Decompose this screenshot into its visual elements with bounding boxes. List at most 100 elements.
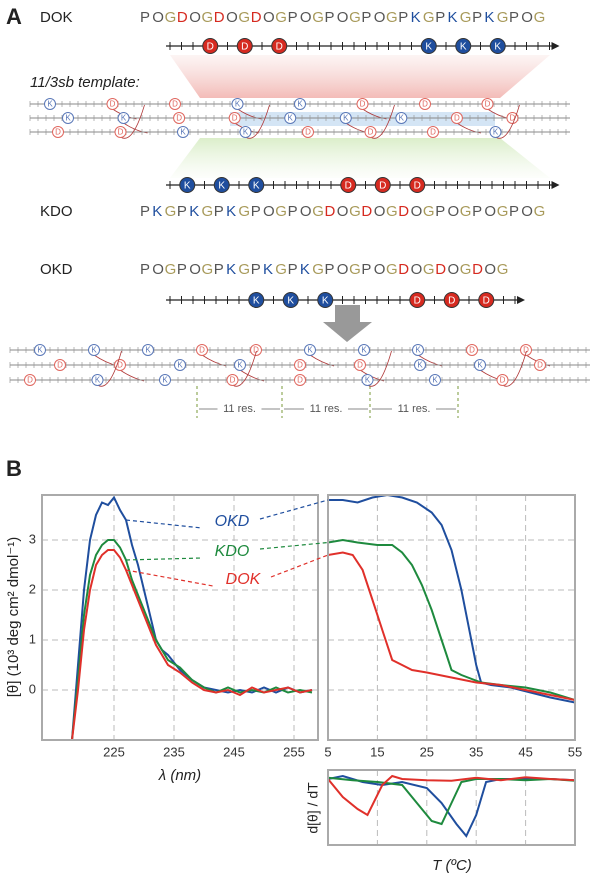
series-line	[328, 774, 575, 838]
crosslink	[456, 122, 481, 134]
backbone-arrow	[517, 296, 525, 304]
marker-label: D	[483, 296, 490, 307]
template-marker	[358, 344, 370, 356]
x-tick-label: 25	[420, 744, 434, 759]
template-marker-label: K	[65, 114, 71, 123]
series-line	[328, 774, 575, 817]
series-line	[328, 538, 575, 701]
series-line	[71, 539, 313, 740]
residue-marker	[455, 38, 472, 54]
x-tick-label: 255	[283, 744, 305, 759]
template-marker	[450, 112, 463, 124]
y-tick-label: 0	[29, 681, 36, 696]
template-marker-label: K	[180, 128, 186, 137]
template-marker	[91, 374, 104, 386]
marker-label: K	[494, 42, 501, 53]
template-marker	[427, 126, 439, 138]
template-marker	[159, 374, 171, 386]
marker-label: D	[448, 296, 455, 307]
residue-marker	[271, 38, 288, 54]
template-marker-label: D	[230, 376, 236, 385]
spacing-label: 11 res.	[398, 403, 431, 415]
series-line	[328, 551, 575, 701]
template-marker	[339, 112, 352, 124]
series-line	[71, 495, 313, 740]
panel-label: B	[6, 456, 22, 481]
backbone-arrow	[551, 42, 560, 50]
template-marker-label: D	[523, 346, 529, 355]
template-marker-label: K	[177, 361, 183, 370]
template-marker-label: D	[537, 361, 543, 370]
x-tick-label: 35	[469, 744, 483, 759]
template-marker	[489, 126, 502, 138]
x-axis-label: T (ºC)	[432, 857, 472, 874]
marker-label: K	[460, 42, 467, 53]
y-tick-label: 2	[29, 581, 36, 596]
series-label: DOK	[226, 571, 262, 588]
template-marker-label: D	[253, 346, 259, 355]
template-marker	[294, 374, 306, 386]
template-marker-label: D	[176, 114, 182, 123]
template-marker-label: K	[297, 100, 303, 109]
residue-marker	[409, 177, 426, 193]
series-line	[328, 495, 575, 704]
template-marker-label: K	[237, 361, 243, 370]
crosslink	[245, 104, 270, 139]
template-marker-label: D	[232, 114, 238, 123]
backbone-arrow	[551, 181, 560, 189]
template-marker	[294, 359, 306, 371]
template-marker-label: K	[243, 128, 249, 137]
marker-label: K	[184, 181, 191, 192]
leader-line	[125, 541, 329, 561]
template-marker	[474, 359, 486, 371]
template-marker-label: K	[288, 114, 294, 123]
template-marker-label: K	[399, 114, 405, 123]
residue-marker	[213, 177, 230, 193]
x-tick-label: 245	[223, 744, 245, 759]
peptide-name: OKD	[40, 261, 73, 278]
template-marker-label: D	[430, 128, 436, 137]
crosslink	[232, 350, 257, 387]
template-marker	[196, 344, 208, 356]
template-marker	[88, 344, 100, 356]
residue-marker	[248, 177, 265, 193]
template-marker-label: D	[500, 376, 506, 385]
template-marker	[520, 344, 532, 356]
marker-label: D	[207, 42, 214, 53]
template-marker	[114, 126, 127, 138]
crosslink	[362, 108, 387, 120]
residue-marker	[179, 177, 196, 193]
template-marker-label: K	[37, 346, 43, 355]
template-marker-label: K	[47, 100, 53, 109]
template-marker	[496, 374, 509, 386]
marker-label: D	[345, 181, 352, 192]
template-marker	[466, 344, 478, 356]
x-tick-label: 55	[568, 744, 582, 759]
residue-marker	[340, 177, 357, 193]
x-axis-label: λ (nm)	[158, 767, 201, 784]
y-axis-label: d[θ] / dT	[305, 782, 321, 834]
template-marker-label: D	[510, 114, 516, 123]
template-marker	[173, 112, 186, 124]
leader-line	[125, 499, 329, 529]
series-line	[328, 776, 575, 826]
template-marker	[52, 126, 64, 138]
crosslink	[502, 350, 527, 387]
template-marker-label: D	[454, 114, 460, 123]
residue-marker	[420, 38, 437, 54]
template-marker	[419, 98, 431, 110]
residue-marker	[317, 292, 334, 308]
template-marker	[114, 359, 126, 371]
crosslink	[237, 108, 262, 120]
crosslink	[201, 354, 227, 367]
template-marker	[412, 344, 424, 356]
crosslink	[367, 350, 392, 387]
marker-label: K	[218, 181, 225, 192]
template-marker	[414, 359, 426, 371]
crosslink	[123, 122, 148, 134]
template-marker	[54, 359, 66, 371]
template-marker	[117, 112, 130, 124]
label-bg	[304, 402, 348, 416]
template-marker	[106, 98, 119, 110]
plot-frame	[327, 494, 576, 741]
